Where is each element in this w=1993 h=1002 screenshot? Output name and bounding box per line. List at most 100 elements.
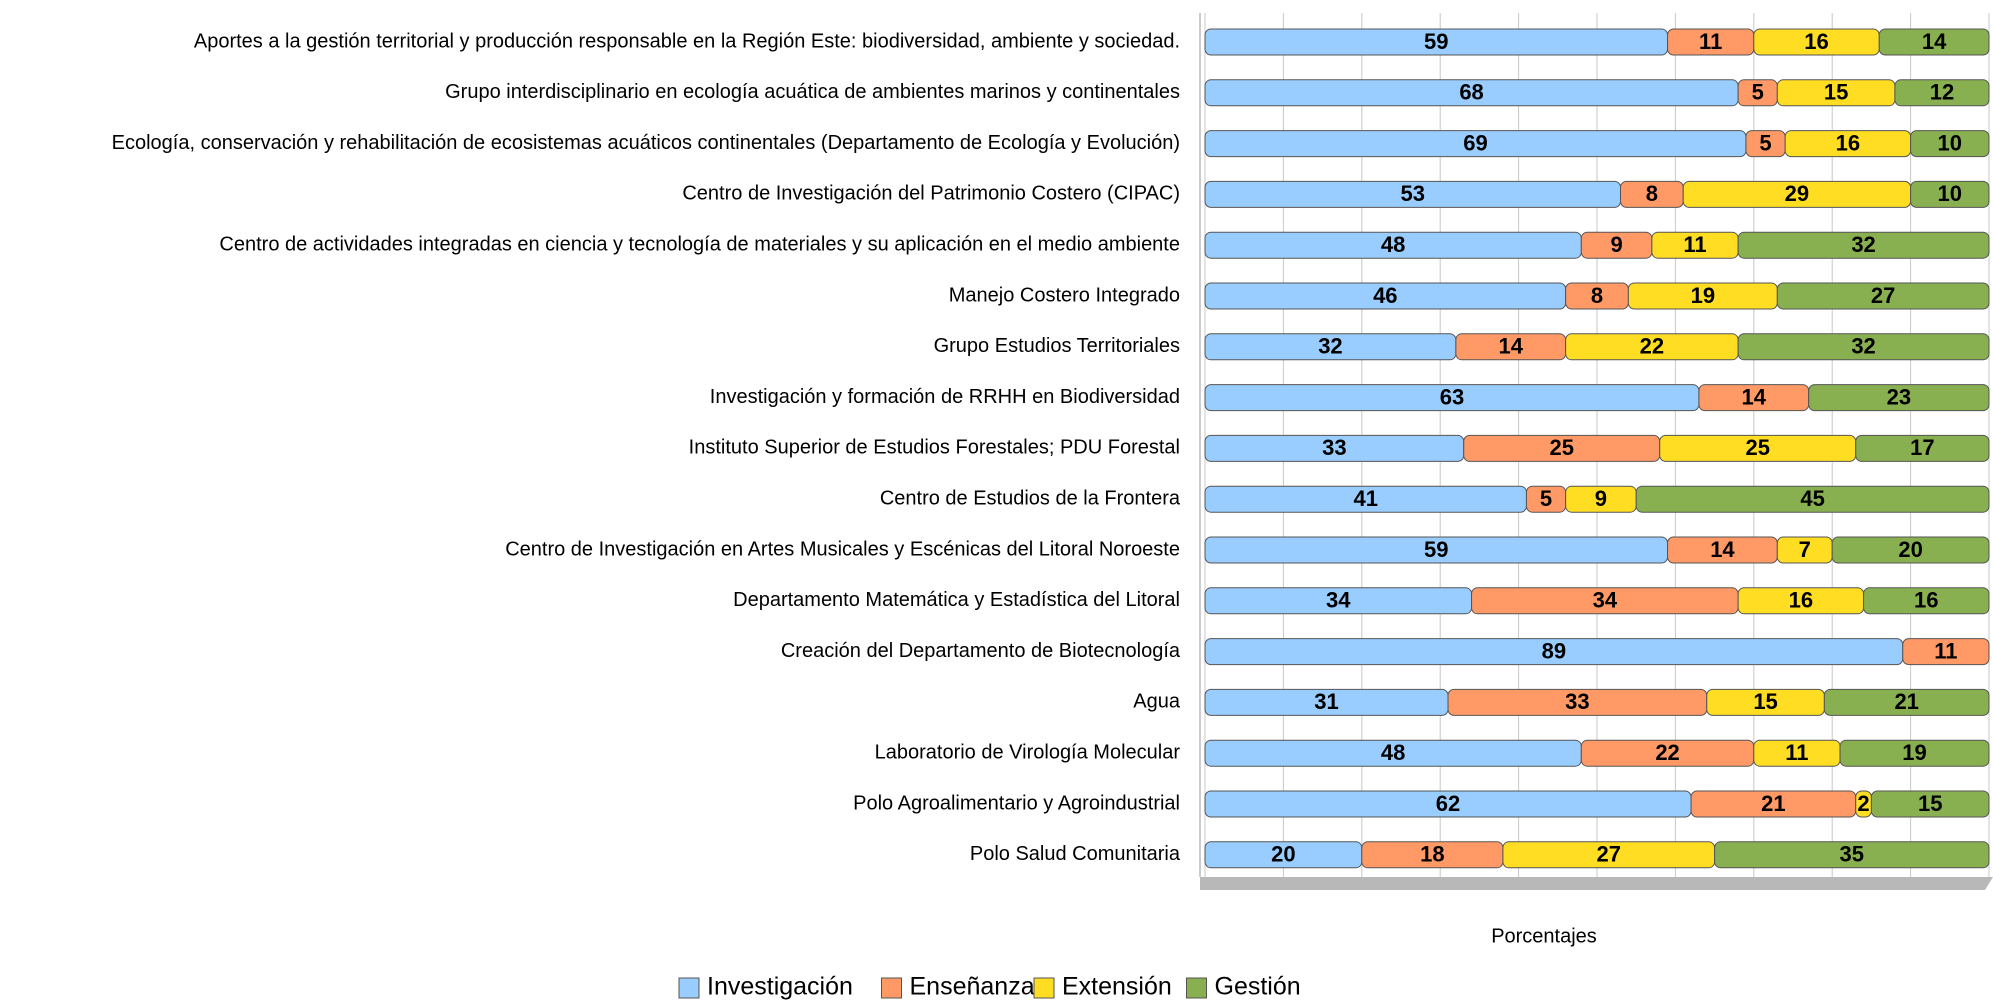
category-label: Grupo Estudios Territoriales xyxy=(934,335,1180,357)
value-label: 2 xyxy=(1857,791,1869,816)
value-label: 18 xyxy=(1420,842,1444,867)
value-label: 35 xyxy=(1840,842,1864,867)
value-label: 23 xyxy=(1887,384,1911,409)
bar-segment xyxy=(1714,841,1990,869)
value-label: 31 xyxy=(1314,689,1338,714)
bar-segment xyxy=(1635,485,1990,513)
value-label: 11 xyxy=(1699,29,1722,54)
legend-swatch xyxy=(881,977,902,999)
category-label: Laboratorio de Virología Molecular xyxy=(875,741,1181,763)
value-label: 22 xyxy=(1640,334,1664,359)
floor xyxy=(1200,877,1993,890)
bar-segment xyxy=(1855,434,1990,462)
value-label: 32 xyxy=(1851,334,1875,359)
bar-segment xyxy=(1863,587,1990,615)
legend-swatch xyxy=(1033,977,1055,999)
value-label: 11 xyxy=(1683,232,1706,257)
value-label: 14 xyxy=(1499,334,1524,359)
value-label: 33 xyxy=(1322,435,1346,460)
bar-segment xyxy=(1737,231,1990,259)
category-label: Centro de actividades integradas en cien… xyxy=(219,233,1180,255)
value-label: 68 xyxy=(1459,80,1483,105)
bar-segment xyxy=(1808,384,1990,412)
bar-segment xyxy=(1878,28,1990,56)
bar-segment xyxy=(1910,130,1990,158)
bar-segment xyxy=(1910,180,1990,208)
category-label: Manejo Costero Integrado xyxy=(949,284,1180,306)
value-label: 15 xyxy=(1918,791,1942,816)
value-label: 14 xyxy=(1742,384,1767,409)
value-label: 15 xyxy=(1753,689,1777,714)
category-label: Creación del Departamento de Biotecnolog… xyxy=(781,640,1181,662)
x-axis-title: Porcentajes xyxy=(1491,925,1597,947)
value-label: 27 xyxy=(1597,842,1621,867)
value-label: 21 xyxy=(1761,791,1785,816)
category-label: Centro de Investigación del Patrimonio C… xyxy=(682,183,1180,205)
legend-label: Extensión xyxy=(1062,973,1172,1001)
bar-segment xyxy=(1776,282,1990,310)
category-label: Grupo interdisciplinario en ecología acu… xyxy=(445,81,1180,103)
value-label: 17 xyxy=(1910,435,1934,460)
value-label: 25 xyxy=(1745,435,1769,460)
legend-label: Gestión xyxy=(1215,973,1301,1001)
legend-swatch xyxy=(678,977,700,999)
value-label: 14 xyxy=(1922,29,1947,54)
value-label: 59 xyxy=(1424,29,1448,54)
category-label: Ecología, conservación y rehabilitación … xyxy=(112,132,1180,154)
value-label: 25 xyxy=(1549,435,1573,460)
value-label: 20 xyxy=(1271,842,1295,867)
value-label: 59 xyxy=(1424,537,1448,562)
value-label: 16 xyxy=(1836,130,1860,155)
bar-segment xyxy=(1831,536,1990,564)
value-label: 32 xyxy=(1851,232,1875,257)
value-label: 53 xyxy=(1401,181,1425,206)
value-label: 10 xyxy=(1938,181,1962,206)
value-label: 34 xyxy=(1593,588,1618,613)
value-label: 16 xyxy=(1914,588,1938,613)
category-label: Polo Salud Comunitaria xyxy=(970,843,1181,865)
value-label: 7 xyxy=(1799,537,1811,562)
category-label: Departamento Matemática y Estadística de… xyxy=(733,589,1180,611)
legend-label: Enseñanza xyxy=(910,973,1035,1001)
value-label: 48 xyxy=(1381,740,1405,765)
value-label: 34 xyxy=(1326,588,1351,613)
value-label: 12 xyxy=(1930,80,1954,105)
value-label: 9 xyxy=(1595,486,1607,511)
value-label: 19 xyxy=(1691,283,1715,308)
bar-segment xyxy=(1737,333,1990,361)
bar-segment xyxy=(1894,79,1990,107)
value-label: 16 xyxy=(1804,29,1828,54)
value-label: 19 xyxy=(1902,740,1926,765)
bar-segment xyxy=(1823,688,1990,716)
value-label: 11 xyxy=(1785,740,1808,765)
value-label: 8 xyxy=(1591,283,1603,308)
bar-segment xyxy=(1902,638,1990,666)
value-label: 21 xyxy=(1894,689,1918,714)
value-label: 32 xyxy=(1318,334,1342,359)
value-label: 29 xyxy=(1785,181,1809,206)
value-label: 11 xyxy=(1934,638,1957,663)
value-label: 33 xyxy=(1565,689,1589,714)
value-label: 45 xyxy=(1800,486,1824,511)
category-label: Investigación y formación de RRHH en Bio… xyxy=(710,386,1180,408)
value-label: 9 xyxy=(1610,232,1622,257)
value-label: 62 xyxy=(1436,791,1460,816)
value-label: 48 xyxy=(1381,232,1405,257)
value-label: 5 xyxy=(1759,130,1771,155)
value-label: 46 xyxy=(1373,283,1397,308)
category-label: Polo Agroalimentario y Agroindustrial xyxy=(853,792,1180,814)
value-label: 69 xyxy=(1463,130,1487,155)
value-label: 8 xyxy=(1646,181,1658,206)
value-label: 22 xyxy=(1655,740,1679,765)
category-label: Instituto Superior de Estudios Forestale… xyxy=(689,437,1180,459)
legend-swatch xyxy=(1186,977,1207,999)
legend-label: Investigación xyxy=(707,973,853,1001)
value-label: 63 xyxy=(1440,384,1464,409)
category-label: Centro de Investigación en Artes Musical… xyxy=(505,538,1180,560)
value-label: 10 xyxy=(1938,130,1962,155)
value-label: 20 xyxy=(1898,537,1922,562)
value-label: 89 xyxy=(1542,638,1566,663)
value-label: 15 xyxy=(1824,80,1848,105)
category-label: Centro de Estudios de la Frontera xyxy=(880,487,1181,509)
